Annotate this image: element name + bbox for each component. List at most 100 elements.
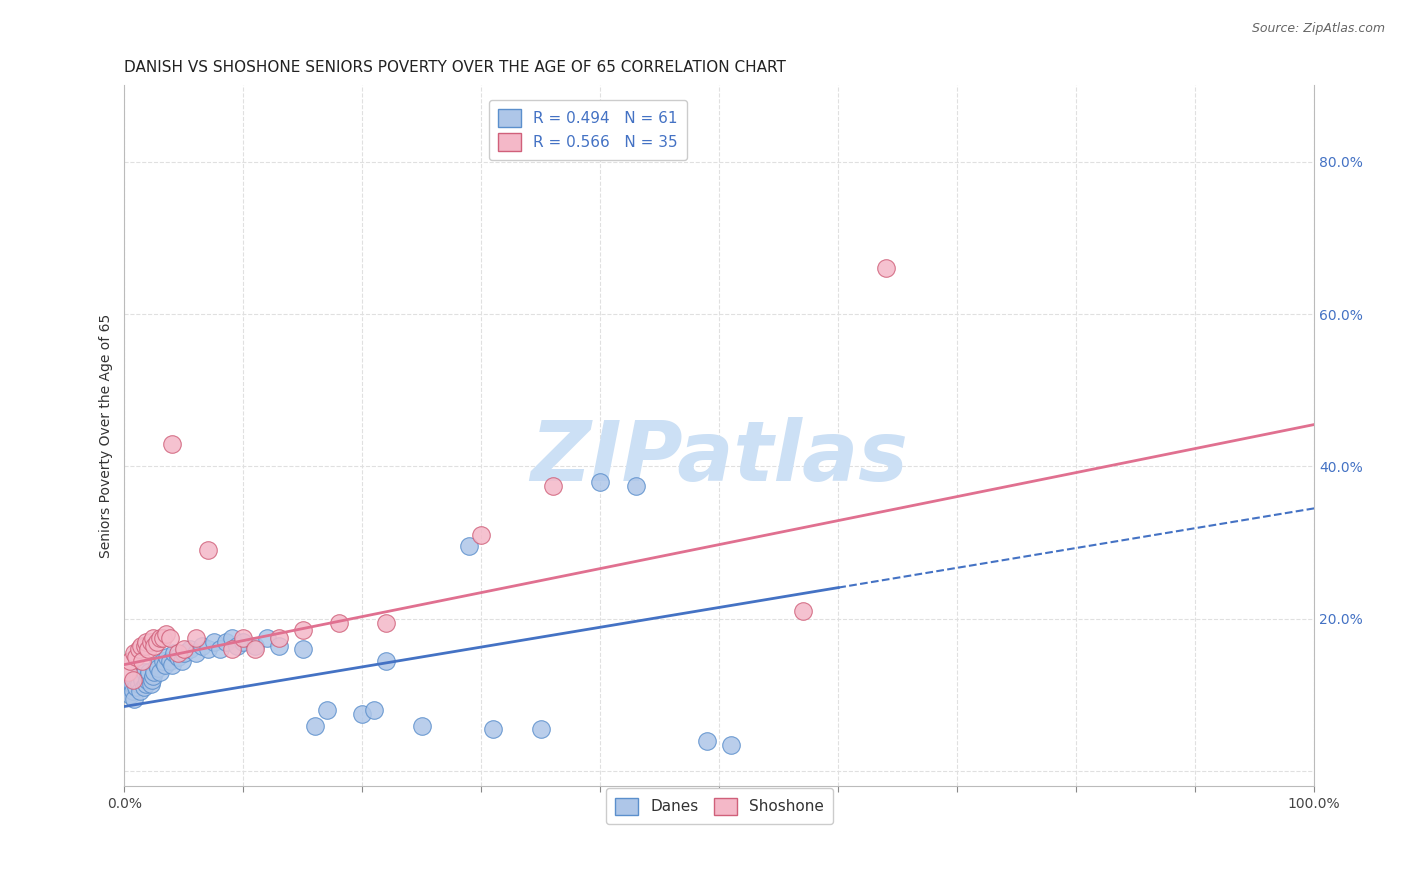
Point [135,634,157,648]
Point [470,528,492,542]
Point [375,615,398,630]
Legend: Danes, Shoshone: Danes, Shoshone [606,789,832,824]
Point [125,649,148,664]
Point [152,631,174,645]
Point [131,654,153,668]
Point [156,649,179,664]
Point [167,649,190,664]
Text: ZIPatlas: ZIPatlas [530,417,908,498]
Point [792,604,814,618]
Point [121,684,143,698]
Point [122,646,145,660]
Point [146,661,169,675]
Point [191,639,214,653]
Point [129,684,152,698]
Point [232,631,254,645]
Point [136,669,159,683]
Point [197,642,219,657]
Point [304,718,326,732]
Point [139,676,162,690]
Point [170,654,193,668]
Point [875,261,897,276]
Point [530,723,553,737]
Point [232,634,254,648]
Point [214,634,236,648]
Point [125,681,148,695]
Point [120,688,142,702]
Point [411,718,433,732]
Point [131,673,153,687]
Point [163,646,186,660]
Point [352,707,374,722]
Point [122,691,145,706]
Point [208,642,231,657]
Point [153,657,176,672]
Point [136,673,159,687]
Point [128,676,150,690]
Point [136,642,159,657]
Point [179,642,201,657]
Point [173,646,195,660]
Point [458,540,481,554]
Point [256,631,278,645]
Point [142,669,165,683]
Point [173,642,195,657]
Point [142,631,165,645]
Point [141,673,163,687]
Point [128,642,150,657]
Point [624,478,647,492]
Point [145,634,167,648]
Point [129,669,152,683]
Point [589,475,612,489]
Point [245,639,267,653]
Text: Source: ZipAtlas.com: Source: ZipAtlas.com [1251,22,1385,36]
Point [226,639,249,653]
Point [363,703,385,717]
Point [184,631,207,645]
Point [269,631,291,645]
Point [117,665,139,680]
Point [117,681,139,695]
Point [160,436,183,450]
Point [221,631,243,645]
Point [159,654,181,668]
Point [328,615,350,630]
Point [269,639,291,653]
Point [167,646,190,660]
Point [120,654,142,668]
Point [315,703,337,717]
Text: DANISH VS SHOSHONE SENIORS POVERTY OVER THE AGE OF 65 CORRELATION CHART: DANISH VS SHOSHONE SENIORS POVERTY OVER … [125,60,786,75]
Point [160,657,183,672]
Point [159,631,181,645]
Point [124,673,146,687]
Point [155,627,177,641]
Point [143,639,166,653]
Point [138,665,160,680]
Point [482,723,505,737]
Point [541,478,564,492]
Point [720,738,742,752]
Point [221,642,243,657]
Point [245,642,267,657]
Point [135,676,157,690]
Point [197,543,219,558]
Point [291,642,314,657]
Point [121,673,143,687]
Point [145,657,167,672]
Point [143,665,166,680]
Point [129,639,152,653]
Y-axis label: Seniors Poverty Over the Age of 65: Seniors Poverty Over the Age of 65 [100,314,114,558]
Point [134,665,156,680]
Point [202,634,225,648]
Point [696,733,718,747]
Point [291,624,314,638]
Point [139,634,162,648]
Point [149,631,172,645]
Point [134,639,156,653]
Point [132,681,155,695]
Point [149,665,172,680]
Point [121,676,143,690]
Point [375,654,398,668]
Point [184,646,207,660]
Point [127,669,149,683]
